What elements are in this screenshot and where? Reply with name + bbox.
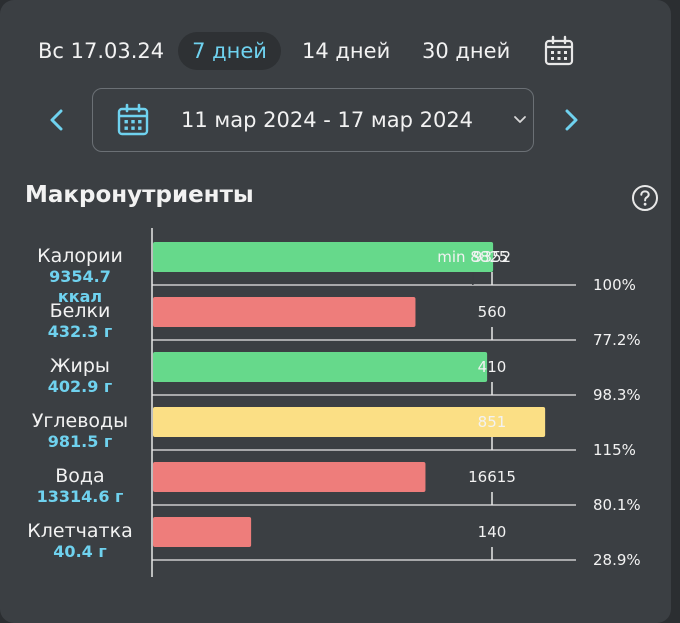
tab-7-days[interactable]: 7 дней bbox=[178, 32, 281, 70]
calendar-icon[interactable] bbox=[543, 35, 575, 67]
calendar-range-icon bbox=[117, 103, 149, 136]
bar-3 bbox=[153, 407, 546, 437]
nutrient-name-4: Вода bbox=[55, 465, 104, 487]
target-label-0: 9352 bbox=[473, 248, 511, 266]
nutrient-name-5: Клетчатка bbox=[27, 520, 132, 542]
target-label-5: 140 bbox=[478, 523, 507, 541]
percent-label-4: 80.1% bbox=[593, 496, 641, 514]
tab-14-days[interactable]: 14 дней bbox=[302, 39, 391, 63]
date-range-text: 11 мар 2024 - 17 мар 2024 bbox=[181, 108, 474, 132]
bar-1 bbox=[153, 297, 416, 327]
percent-label-2: 98.3% bbox=[593, 386, 641, 404]
nutrient-name-1: Белки bbox=[50, 300, 111, 322]
nutrient-name-2: Жиры bbox=[50, 355, 110, 377]
nutrient-value-5: 40.4 г bbox=[53, 542, 106, 561]
nutrient-name-0: Калории bbox=[37, 245, 123, 267]
percent-label-0: 100% bbox=[593, 276, 636, 294]
target-label-4: 16615 bbox=[468, 468, 516, 486]
chevron-right-icon[interactable] bbox=[558, 107, 584, 133]
target-label-3: 851 bbox=[478, 413, 507, 431]
nutrient-value-2: 402.9 г bbox=[48, 377, 113, 396]
percent-label-5: 28.9% bbox=[593, 551, 641, 569]
percent-label-3: 115% bbox=[593, 441, 636, 459]
bar-2 bbox=[153, 352, 488, 382]
nutrient-value-3: 981.5 г bbox=[48, 432, 113, 451]
bar-4 bbox=[153, 462, 426, 492]
nutrient-value-4: 13314.6 г bbox=[37, 487, 124, 506]
bar-0 bbox=[153, 242, 494, 272]
nutrient-name-3: Углеводы bbox=[32, 410, 128, 432]
bar-5 bbox=[153, 517, 252, 547]
tab-30-days[interactable]: 30 дней bbox=[422, 39, 511, 63]
current-date-tab[interactable]: Вс 17.03.24 bbox=[38, 39, 165, 63]
chevron-left-icon[interactable] bbox=[44, 107, 70, 133]
percent-label-1: 77.2% bbox=[593, 331, 641, 349]
nutrient-value-0: 9354.7 bbox=[49, 267, 111, 286]
min-label-0: min 8825 bbox=[437, 248, 508, 266]
section-title: Макронутриенты bbox=[25, 182, 254, 208]
help-icon[interactable] bbox=[631, 184, 659, 212]
date-range-dropdown[interactable]: 11 мар 2024 - 17 мар 2024 bbox=[92, 88, 534, 152]
chevron-down-icon bbox=[514, 116, 526, 123]
period-selector: Вс 17.03.24 7 дней 14 дней 30 дней bbox=[0, 28, 671, 74]
nutrient-unit-0: ккал bbox=[58, 287, 102, 306]
target-label-2: 410 bbox=[478, 358, 507, 376]
target-label-1: 560 bbox=[478, 303, 507, 321]
nutrient-value-1: 432.3 г bbox=[48, 322, 113, 341]
